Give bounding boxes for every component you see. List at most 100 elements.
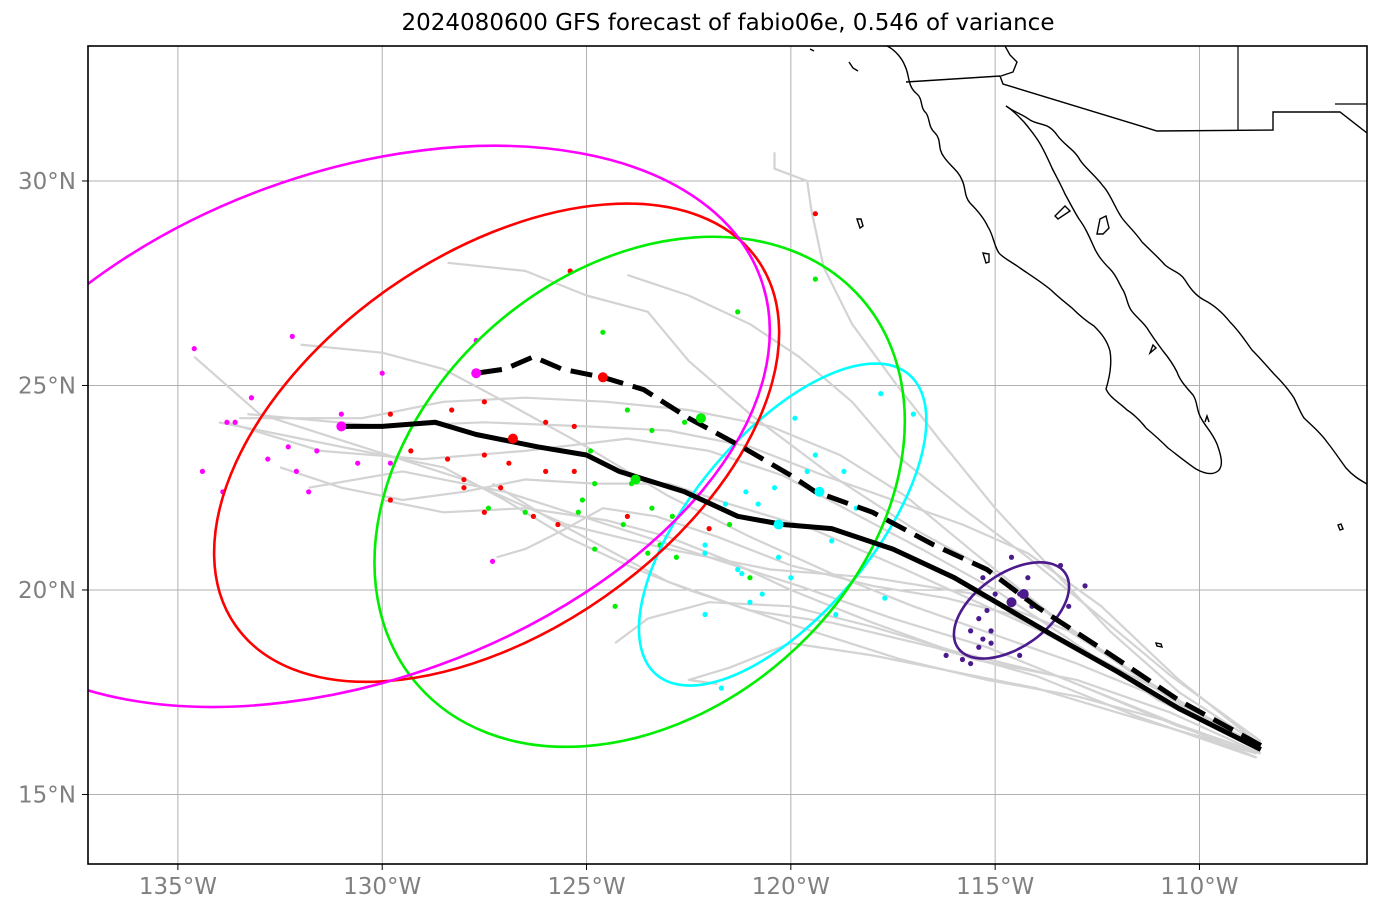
uncertainty-ellipse	[212, 202, 781, 684]
y-tick-label: 20°N	[18, 578, 76, 604]
ensemble-point	[461, 485, 467, 491]
ensemble-point	[1082, 583, 1088, 589]
chart-title: 2024080600 GFS forecast of fabio06e, 0.5…	[401, 10, 1055, 36]
ensemble-point	[792, 415, 798, 421]
ensemble-point	[812, 276, 818, 282]
ensemble-point	[706, 526, 712, 532]
ensemble-track	[218, 421, 1258, 759]
ensemble-point	[592, 546, 598, 552]
ensemble-point	[555, 521, 561, 528]
uncertainty-ellipse	[373, 235, 907, 749]
ensemble-point	[992, 591, 998, 597]
ensemble-point	[248, 395, 255, 401]
x-tick-label: 120°W	[752, 874, 830, 900]
ensemble-point	[673, 554, 680, 560]
ensemble-point	[645, 550, 651, 556]
ensemble-track	[308, 470, 1262, 755]
forecast-tracks	[88, 144, 1263, 759]
ensemble-track	[226, 421, 1262, 751]
ensemble-point	[771, 485, 778, 491]
ensemble-point	[571, 423, 577, 429]
ensemble-point	[882, 595, 888, 601]
ensemble-point	[669, 513, 675, 519]
ensemble-point	[489, 558, 496, 564]
ensemble-point	[624, 513, 630, 519]
ensemble-point	[449, 407, 455, 413]
coast-baja-california	[886, 46, 1223, 475]
ensemble-point	[191, 346, 197, 352]
ensemble-point	[506, 460, 512, 466]
ensemble-point	[387, 460, 393, 466]
ensemble-point	[726, 521, 733, 528]
ensemble-point	[702, 542, 708, 548]
mean-track	[341, 419, 1262, 752]
ensemble-point	[735, 566, 741, 573]
border-us-mexico	[905, 75, 1367, 134]
ensemble-point	[387, 411, 393, 417]
ensemble-point	[387, 497, 393, 503]
ensemble-point	[579, 497, 586, 503]
ensemble-point	[293, 468, 299, 474]
ensemble-point	[788, 575, 794, 581]
ensemble-track	[247, 413, 1262, 747]
ensemble-track	[300, 343, 1262, 747]
dashed-track-marker	[1018, 589, 1029, 600]
ensemble-point	[232, 419, 238, 425]
island-gulf-2	[1054, 205, 1072, 220]
ensemble-point	[224, 419, 230, 425]
ensemble-point	[199, 468, 206, 474]
mean-track-marker	[630, 474, 641, 485]
ensemble-point	[481, 509, 487, 515]
ensemble-point	[649, 427, 655, 434]
ensemble-point	[543, 419, 549, 425]
ensemble-point	[485, 505, 492, 511]
ensemble-point	[285, 444, 291, 450]
ensemble-point	[681, 419, 688, 425]
ensemble-point	[759, 591, 765, 597]
y-tick-label: 25°N	[18, 373, 76, 399]
axis-ticks: 135°W 130°W 125°W 120°W 115°W 110°W 15°N 20°N 25…	[18, 169, 1239, 900]
ensemble-point	[461, 476, 467, 483]
dashed-track	[475, 354, 1263, 748]
ensemble-track	[491, 482, 1262, 755]
ensemble-point	[988, 628, 994, 634]
dashed-track-marker	[471, 368, 482, 379]
island-clarion	[1337, 523, 1344, 531]
ensemble-track	[687, 641, 1258, 755]
ensemble-point	[530, 513, 537, 519]
ensemble-point	[575, 509, 581, 515]
mean-track-marker	[773, 519, 784, 530]
ensemble-point	[379, 370, 385, 376]
x-tick-label: 110°W	[1160, 874, 1238, 900]
dashed-track-marker	[814, 486, 825, 497]
ensemble-point	[543, 468, 549, 474]
ensemble-point	[1025, 575, 1031, 581]
island-guadalupe	[856, 218, 864, 230]
ensemble-point	[747, 599, 753, 605]
uncertainty-ellipse	[952, 561, 1071, 660]
ensemble-track	[614, 601, 1258, 759]
ensemble-track	[193, 355, 1262, 751]
uncertainty-ellipse	[88, 144, 772, 709]
island-2	[809, 48, 815, 52]
ensemble-point	[702, 550, 708, 556]
ensemble-point	[812, 211, 818, 217]
coastlines	[809, 46, 1367, 648]
ensemble-point	[718, 685, 724, 691]
ensemble-point	[976, 644, 982, 650]
ensemble-point	[624, 407, 630, 413]
x-tick-label: 115°W	[956, 874, 1034, 900]
island-1	[848, 61, 859, 72]
ensemble-point	[775, 554, 782, 560]
ensemble-point	[314, 448, 320, 454]
ensemble-point	[722, 501, 729, 507]
ensemble-point	[829, 538, 835, 544]
ensemble-point	[959, 656, 966, 663]
island-gulf-1	[1096, 214, 1110, 235]
ensemble-track	[773, 152, 1262, 747]
mean-track-marker	[336, 421, 347, 432]
ensemble-point	[976, 616, 982, 622]
ensemble-point	[812, 452, 818, 458]
ensemble-point	[702, 611, 708, 618]
